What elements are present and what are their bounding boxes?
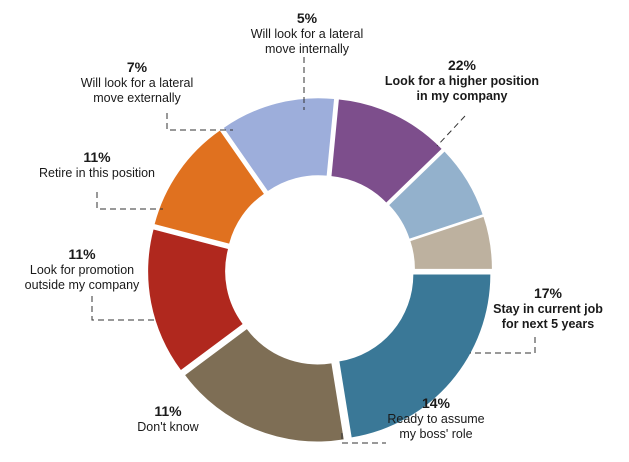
slice-label-look-for-a-higher-position-in-my-company-line-2: in my company	[417, 89, 508, 103]
slice-retire-in-this-position	[331, 99, 442, 203]
leader-line-retire-in-this-position	[96, 192, 163, 210]
slice-label-look-for-promotion-outside-my-company-line-1: Look for promotion	[30, 263, 134, 277]
leader-line-look-for-promotion-outside-my-company	[91, 296, 156, 321]
slice-look-for-promotion-outside-my-company	[223, 98, 335, 192]
slice-will-look-for-a-lateral-move-externally	[389, 151, 483, 239]
slice-label-ready-to-assume-my-boss-role-line-2: my boss' role	[399, 427, 472, 441]
leader-line-stay-in-current-job-for-next-5-years	[470, 337, 536, 354]
slice-look-for-a-higher-position-in-my-company	[339, 274, 491, 438]
slice-pct-will-look-for-a-lateral-move-externally: 7%	[127, 59, 148, 75]
slice-label-will-look-for-a-lateral-move-internally-line-2: move internally	[265, 42, 350, 56]
slice-label-stay-in-current-job-for-next-5-years-line-2: for next 5 years	[502, 317, 594, 331]
leader-line-will-look-for-a-lateral-move-externally	[166, 113, 233, 131]
slice-will-look-for-a-lateral-move-internally	[410, 216, 492, 269]
slice-don-t-know	[154, 130, 264, 244]
slice-pct-stay-in-current-job-for-next-5-years: 17%	[534, 285, 563, 301]
slice-label-stay-in-current-job-for-next-5-years-line-1: Stay in current job	[493, 302, 603, 316]
slice-label-ready-to-assume-my-boss-role-line-1: Ready to assume	[387, 412, 484, 426]
slice-pct-will-look-for-a-lateral-move-internally: 5%	[297, 10, 318, 26]
slice-pct-look-for-a-higher-position-in-my-company: 22%	[448, 57, 477, 73]
slice-pct-retire-in-this-position: 11%	[83, 149, 111, 165]
leader-lines	[91, 57, 536, 444]
slice-pct-ready-to-assume-my-boss-role: 14%	[422, 395, 451, 411]
slice-pct-don-t-know: 11%	[154, 403, 182, 419]
slice-pct-look-for-promotion-outside-my-company: 11%	[68, 246, 96, 262]
slice-label-will-look-for-a-lateral-move-internally-line-1: Will look for a lateral	[251, 27, 364, 41]
slice-label-will-look-for-a-lateral-move-externally-line-2: move externally	[93, 91, 181, 105]
slice-label-will-look-for-a-lateral-move-externally-line-1: Will look for a lateral	[81, 76, 194, 90]
leader-line-look-for-a-higher-position-in-my-company	[436, 115, 466, 147]
slice-label-look-for-promotion-outside-my-company-line-2: outside my company	[25, 278, 140, 292]
slice-label-retire-in-this-position-line-1: Retire in this position	[39, 166, 155, 180]
slice-label-don-t-know-line-1: Don't know	[137, 420, 199, 434]
slice-stay-in-current-job-for-next-5-years	[185, 329, 344, 442]
donut-slices	[148, 98, 492, 442]
leader-line-ready-to-assume-my-boss-role	[341, 433, 386, 444]
slice-label-look-for-a-higher-position-in-my-company-line-1: Look for a higher position	[385, 74, 539, 88]
slice-ready-to-assume-my-boss-role	[148, 229, 243, 371]
